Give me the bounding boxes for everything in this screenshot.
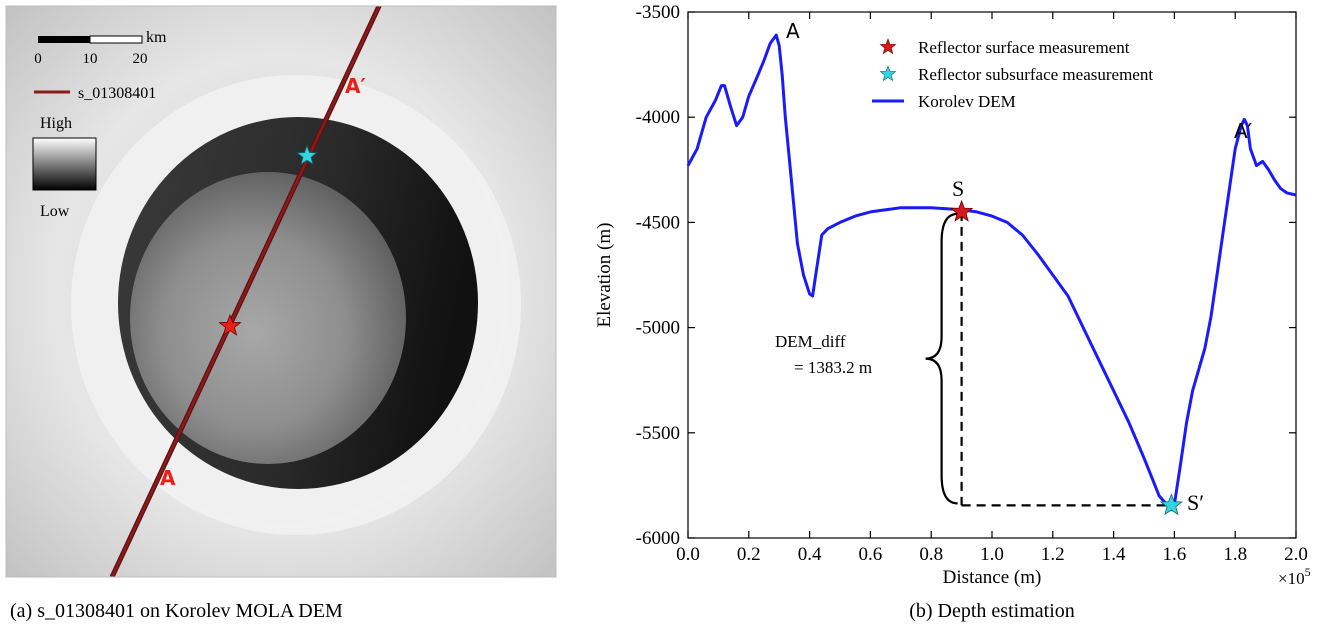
y-axis-label: Elevation (m) [594,223,615,328]
depth-chart: 0.0 0.2 0.4 0.6 0.8 1.0 1.2 1.4 1.6 1.8 2.0 -3500-… [594,2,1311,588]
chart-label-a: A [786,19,800,43]
legend-label-subsurface: Reflector subsurface measurement [918,65,1153,84]
x-ticks: 0.0 0.2 0.4 0.6 0.8 1.0 1.2 1.4 1.6 1.8 2.0 [676,12,1308,565]
legend-label-surface: Reflector surface measurement [918,38,1130,57]
chart-label-s-prime: S′ [1187,490,1204,515]
x-tick-label: 0.0 [676,544,700,565]
colorbar-gradient [32,137,97,191]
x-axis-label: Distance (m) [943,567,1042,588]
scale-unit: km [146,29,167,46]
x-tick-label: 1.2 [1041,544,1065,565]
legend-red-star-icon [879,38,897,55]
measurement-points [950,199,1183,516]
x-exponent-base: ×10 [1278,569,1305,588]
depth-brace [925,212,958,505]
scale-tick-10: 10 [83,51,98,67]
ground-track-core [110,6,381,577]
colorbar: High Low [32,115,97,220]
x-tick-label: 1.8 [1223,544,1247,565]
map-label-a-prime: A′ [345,74,366,98]
x-tick-label: 0.2 [737,544,761,565]
x-tick-label: 2.0 [1284,544,1308,565]
y-ticks: -3500 -4000 -4500 -5000 -5500 -6000 [636,2,1296,549]
x-tick-label: 1.6 [1163,544,1187,565]
map-label-a: A [160,466,176,490]
y-tick-label: -5500 [636,423,680,444]
point-subsurface-star [1159,493,1183,516]
scale-bar-white [89,35,143,44]
track-legend: s_01308401 [34,85,156,102]
dem-diff-label: DEM_diff [775,332,846,351]
x-tick-label: 0.4 [798,544,822,565]
colorbar-high: High [40,115,72,132]
scale-tick-0: 0 [34,51,42,67]
legend-cyan-star-icon [879,65,897,82]
y-tick-label: -4500 [636,212,680,233]
chart-label-s: S [952,176,964,201]
scale-bar: km 0 10 20 [34,29,167,67]
dem-diff-value: = 1383.2 m [794,358,872,377]
scale-tick-20: 20 [133,51,148,67]
y-tick-label: -6000 [636,528,680,549]
x-tick-label: 0.8 [919,544,943,565]
plot-frame [687,11,1297,539]
chart-legend: Reflector surface measurement Reflector … [872,38,1153,111]
y-tick-label: -4000 [636,107,680,128]
point-surface-star [950,199,974,222]
chart-label-a-prime: A′ [1234,119,1253,143]
map-surface-star [218,313,242,336]
y-tick-label: -5000 [636,318,680,339]
series-korolev-dem-line [686,33,1297,508]
track-legend-label: s_01308401 [78,85,156,102]
x-exponent-label: ×105 [1278,565,1311,588]
left-caption: (a) s_01308401 on Korolev MOLA DEM [10,600,343,622]
x-tick-label: 0.6 [859,544,883,565]
x-exponent-power: 5 [1305,565,1311,579]
colorbar-low: Low [40,203,70,220]
x-tick-label: 1.0 [980,544,1004,565]
scale-bar-black [38,36,90,43]
right-caption: (b) Depth estimation [909,600,1075,622]
x-tick-label: 1.4 [1102,544,1126,565]
legend-label-dem: Korolev DEM [918,92,1016,111]
map-subsurface-star [296,144,318,166]
crater-floor [130,172,406,464]
map-frame [5,5,557,578]
y-tick-label: -3500 [636,2,680,23]
dem-map [6,6,556,577]
